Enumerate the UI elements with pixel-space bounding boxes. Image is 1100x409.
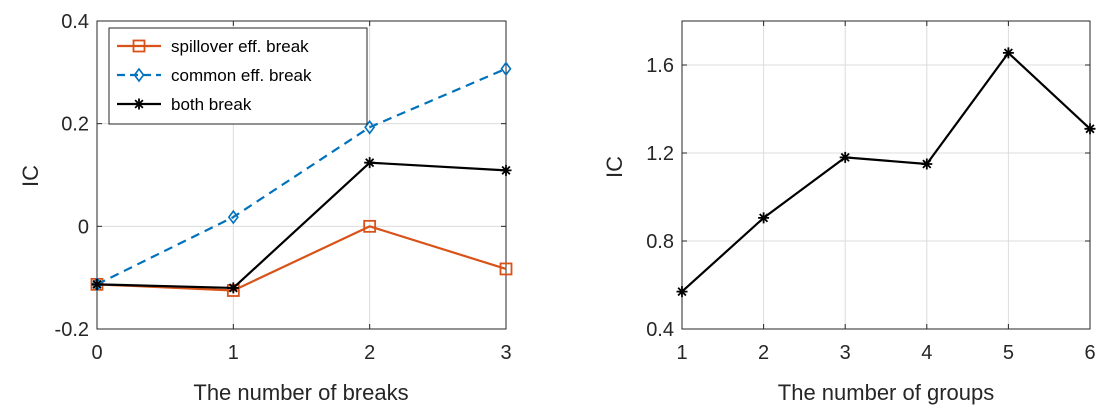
legend: spillover eff. break common eff. break bot… [108, 27, 368, 125]
legend-item: common eff. break [117, 66, 312, 85]
data-point [499, 262, 513, 276]
legend-box [108, 27, 368, 125]
x-tick-label: 0 [91, 342, 102, 364]
x-tick-label: 2 [364, 342, 375, 364]
data-point [500, 61, 512, 77]
data-point [364, 119, 376, 135]
tick-labels: 0 1 2 3-0.200.20.4 [55, 11, 512, 364]
data-point [1002, 47, 1014, 59]
y-axis-label: IC [18, 165, 43, 187]
x-tick-label: 4 [921, 342, 932, 364]
data-point [363, 219, 377, 233]
x-tick-label: 1 [676, 342, 687, 364]
data-point [364, 157, 376, 169]
y-tick-label: 0.8 [646, 231, 674, 253]
data-point [921, 158, 933, 170]
legend-label: common eff. break [171, 66, 312, 85]
y-tick-label: 1.2 [646, 143, 674, 165]
data-point [839, 151, 851, 163]
x-tick-label: 3 [840, 342, 851, 364]
legend-marker [133, 67, 145, 83]
series-line [96, 225, 507, 292]
y-tick-label: 1.6 [646, 55, 674, 77]
legend-item: spillover eff. break [117, 37, 309, 56]
series-group [676, 47, 1096, 298]
y-tick-label: -0.2 [55, 319, 89, 341]
y-axis-label: IC [602, 156, 627, 178]
tick-labels: 1 2 3 4 5 6 0.4 0.8 1.2 1.6 [646, 55, 1095, 364]
data-point [758, 212, 770, 224]
series-line [681, 51, 1091, 293]
y-tick-label: 0 [78, 216, 89, 238]
data-point [227, 209, 239, 225]
y-tick-label: 0.4 [61, 11, 89, 33]
data-point [676, 286, 688, 298]
data-point [500, 164, 512, 176]
data-point [1084, 123, 1096, 135]
series-line [96, 67, 507, 286]
legend-marker [132, 39, 146, 53]
y-tick-label: 0.4 [646, 319, 674, 341]
legend-label: both break [171, 95, 252, 114]
axes [681, 20, 1091, 330]
y-tick-label: 0.2 [61, 114, 89, 136]
x-axis-label: The number of breaks [193, 380, 408, 405]
series-group [90, 61, 513, 297]
chart-ic-vs-breaks: 0 1 2 3-0.200.20.4 The number of breaks IC … [18, 11, 513, 405]
x-tick-label: 1 [228, 342, 239, 364]
x-axis-label: The number of groups [778, 380, 994, 405]
data-point [227, 282, 239, 294]
legend-marker [133, 98, 145, 110]
data-point [91, 278, 103, 290]
plot-frame [681, 20, 1091, 330]
legend-label: spillover eff. break [171, 37, 309, 56]
legend-item: both break [117, 95, 252, 114]
x-tick-label: 5 [1003, 342, 1014, 364]
chart-ic-vs-groups: 1 2 3 4 5 60.40.81.21.6 The number of groups … [602, 20, 1096, 405]
series-line [96, 161, 507, 290]
x-tick-label: 6 [1084, 342, 1095, 364]
x-tick-label: 2 [758, 342, 769, 364]
x-tick-label: 3 [500, 342, 511, 364]
